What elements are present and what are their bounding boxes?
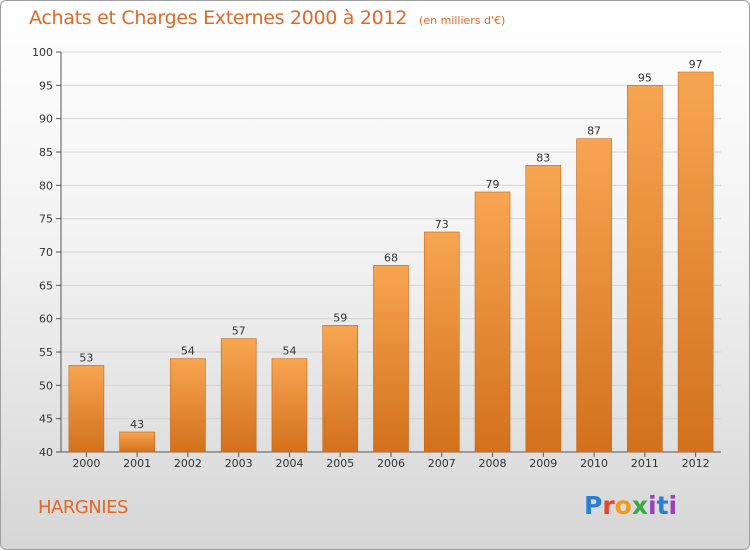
data-label: 73: [435, 218, 449, 231]
data-label: 57: [232, 325, 246, 338]
y-tick-label: 55: [39, 346, 53, 359]
y-tick-label: 40: [39, 446, 53, 459]
data-label: 95: [638, 71, 652, 84]
bar-2002: [170, 358, 206, 453]
y-tick-label: 95: [39, 79, 53, 92]
logo-letter: o: [614, 491, 632, 520]
x-tick-label: 2002: [174, 457, 202, 470]
data-label: 59: [333, 311, 347, 324]
bar-2007: [423, 231, 460, 453]
y-tick-label: 80: [39, 179, 53, 192]
y-tick-label: 100: [32, 46, 53, 59]
logo-letter: P: [584, 491, 603, 520]
bars: [68, 71, 714, 453]
y-tick-label: 85: [39, 146, 53, 159]
data-label: 83: [536, 151, 550, 164]
logo-letter: t: [656, 491, 669, 520]
logo-letter: r: [602, 491, 615, 520]
data-label: 53: [79, 351, 93, 364]
y-tick-label: 65: [39, 279, 53, 292]
x-tick-label: 2001: [123, 457, 151, 470]
bar-2005: [322, 325, 359, 453]
proxiti-logo: Proxiti: [584, 491, 677, 520]
labels: 40 45 50 55 60 65 70 75 80 85 90 95 100 53 2000 43 2001 5…: [32, 46, 710, 470]
y-tick-label: 50: [39, 379, 53, 392]
x-tick-label: 2000: [72, 457, 100, 470]
bar-2000: [68, 365, 105, 453]
y-tick-label: 75: [39, 213, 53, 226]
bar-2011: [627, 85, 663, 453]
x-tick-label: 2008: [479, 457, 507, 470]
y-tick-label: 60: [39, 313, 53, 326]
x-tick-label: 2010: [580, 457, 608, 470]
x-tick-label: 2012: [682, 457, 710, 470]
bar-2001: [119, 431, 155, 453]
x-tick-label: 2004: [275, 457, 303, 470]
data-label: 43: [130, 418, 144, 431]
bar-2006: [373, 265, 409, 453]
x-tick-label: 2011: [631, 457, 659, 470]
x-tick-label: 2007: [428, 457, 456, 470]
logo-letter: x: [631, 491, 648, 520]
bar-2003: [220, 338, 257, 453]
data-label: 97: [689, 58, 703, 71]
data-label: 79: [486, 178, 500, 191]
bar-2008: [474, 191, 511, 453]
logo-letter: i: [648, 491, 657, 520]
bar-2009: [525, 165, 562, 453]
data-label: 54: [181, 345, 195, 358]
x-tick-label: 2006: [377, 457, 405, 470]
data-label: 54: [282, 345, 296, 358]
x-tick-label: 2005: [326, 457, 354, 470]
x-tick-label: 2009: [529, 457, 557, 470]
chart-subtitle: (en milliers d'€): [419, 14, 506, 27]
x-tick-label: 2003: [225, 457, 253, 470]
logo-letter: i: [668, 491, 678, 520]
chart-title: Achats et Charges Externes 2000 à 2012: [29, 7, 408, 29]
commune-name: HARGNIES: [38, 497, 128, 518]
bar-2012: [677, 71, 714, 453]
bar-2010: [576, 138, 612, 453]
y-tick-label: 90: [39, 113, 53, 126]
y-tick-label: 45: [39, 413, 53, 426]
data-label: 68: [384, 251, 398, 264]
title-row: Achats et Charges Externes 2000 à 2012 (…: [29, 7, 505, 29]
data-label: 87: [587, 125, 601, 138]
bar-2004: [271, 358, 308, 453]
y-tick-label: 70: [39, 246, 53, 259]
